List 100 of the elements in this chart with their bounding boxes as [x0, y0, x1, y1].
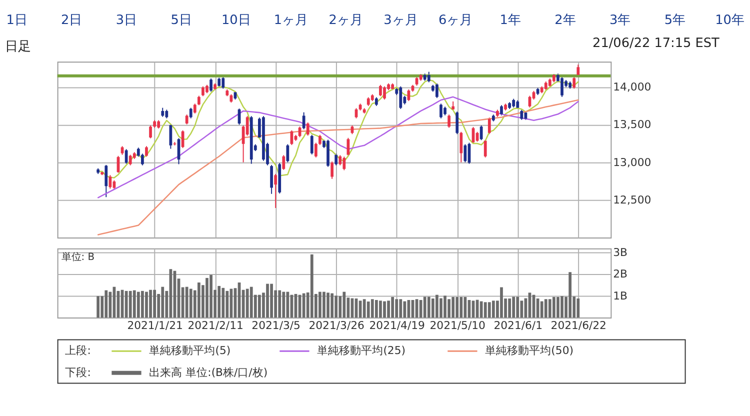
- candlestick: [128, 154, 132, 166]
- y-tick-label: 13,000: [613, 156, 652, 169]
- candlestick: [222, 76, 225, 90]
- text: 5年: [664, 13, 686, 28]
- candlestick: [310, 134, 314, 155]
- candlestick: [464, 144, 467, 163]
- bar: [576, 298, 580, 318]
- bar: [387, 300, 390, 318]
- bar: [278, 290, 282, 318]
- text: 2ヶ月: [328, 13, 363, 28]
- candlestick: [306, 122, 310, 136]
- x-tick-label: 2021/5/10: [430, 318, 486, 332]
- bar: [128, 290, 132, 318]
- bar: [141, 290, 144, 318]
- candlestick: [488, 117, 491, 135]
- y-tick-label: 14,000: [613, 80, 652, 94]
- candlestick: [572, 76, 576, 90]
- text: 日足: [4, 40, 31, 55]
- bar: [338, 296, 342, 318]
- candlestick: [383, 86, 386, 100]
- bar: [286, 292, 290, 318]
- bar: [395, 299, 398, 318]
- bar: [480, 301, 483, 318]
- line-series: [97, 99, 579, 236]
- bar: [399, 299, 402, 318]
- bar: [427, 296, 430, 318]
- text: 上段:: [65, 344, 91, 358]
- candlestick: [218, 77, 221, 88]
- bar: [136, 292, 140, 318]
- x-tick-label: 2021/6/1: [494, 318, 543, 332]
- candlestick: [330, 161, 334, 180]
- candlestick: [149, 124, 152, 139]
- bar: [391, 296, 394, 318]
- x-tick-label: 2021/3/26: [308, 318, 365, 332]
- candlestick: [379, 84, 382, 97]
- candlestick: [141, 153, 144, 166]
- text: 10年: [715, 13, 744, 28]
- candlestick: [460, 131, 463, 163]
- candlestick: [124, 148, 128, 164]
- x-tick-label: 2021/2/11: [188, 318, 244, 332]
- candlestick: [440, 103, 442, 119]
- candlestick: [427, 71, 430, 83]
- bar: [326, 292, 330, 318]
- bar: [423, 296, 426, 318]
- text: 1ヶ月: [274, 13, 308, 28]
- candlestick: [480, 124, 483, 141]
- bar: [484, 302, 487, 318]
- bar: [362, 299, 366, 318]
- candlestick: [520, 109, 524, 120]
- text: 3年: [609, 13, 631, 28]
- legend-label: 単純移動平均(25): [317, 344, 406, 358]
- text: 10日: [222, 13, 251, 28]
- y-tick-label: 12,500: [613, 193, 652, 206]
- text: 21/06/22 17:15 EST: [592, 36, 720, 51]
- bar: [226, 290, 229, 318]
- x-tick-label: 2021/6/22: [550, 318, 606, 332]
- bar: [222, 288, 225, 318]
- bar: [132, 290, 136, 318]
- bar: [153, 290, 156, 318]
- candlestick: [270, 164, 273, 194]
- candlestick: [338, 154, 342, 166]
- bar: [334, 296, 338, 318]
- bar: [379, 300, 382, 318]
- candlestick: [448, 114, 450, 128]
- bar: [302, 293, 306, 318]
- bar: [440, 298, 442, 318]
- bar: [342, 292, 346, 318]
- bar: [185, 286, 188, 318]
- bar: [492, 300, 495, 318]
- bar: [436, 294, 438, 318]
- bar: [366, 302, 370, 318]
- bar: [383, 301, 386, 318]
- bar: [448, 299, 450, 318]
- bar: [488, 302, 491, 318]
- y-tick-label: 13,500: [613, 118, 652, 132]
- bar: [310, 254, 314, 318]
- bar: [322, 292, 326, 318]
- bar: [258, 294, 261, 318]
- bar: [431, 298, 434, 318]
- bar: [149, 290, 152, 318]
- candlestick: [197, 95, 200, 106]
- bar: [560, 296, 564, 318]
- text: 2日: [61, 13, 82, 28]
- bar: [330, 293, 334, 318]
- text: 3日: [116, 13, 138, 28]
- text: 単位: B: [61, 251, 95, 264]
- bar: [552, 296, 556, 318]
- y-tick-label: 1B: [613, 289, 628, 302]
- bar: [540, 301, 544, 318]
- bar: [189, 288, 192, 318]
- bar: [206, 278, 208, 318]
- bar: [568, 272, 572, 318]
- legend-label: 出来高 単位:(B株/口/枚): [149, 366, 268, 379]
- bar: [96, 296, 100, 318]
- bar: [374, 300, 378, 318]
- bar: [124, 290, 128, 318]
- bar: [456, 296, 459, 318]
- candlestick: [185, 114, 188, 125]
- candlestick: [202, 86, 204, 97]
- bar: [370, 299, 374, 318]
